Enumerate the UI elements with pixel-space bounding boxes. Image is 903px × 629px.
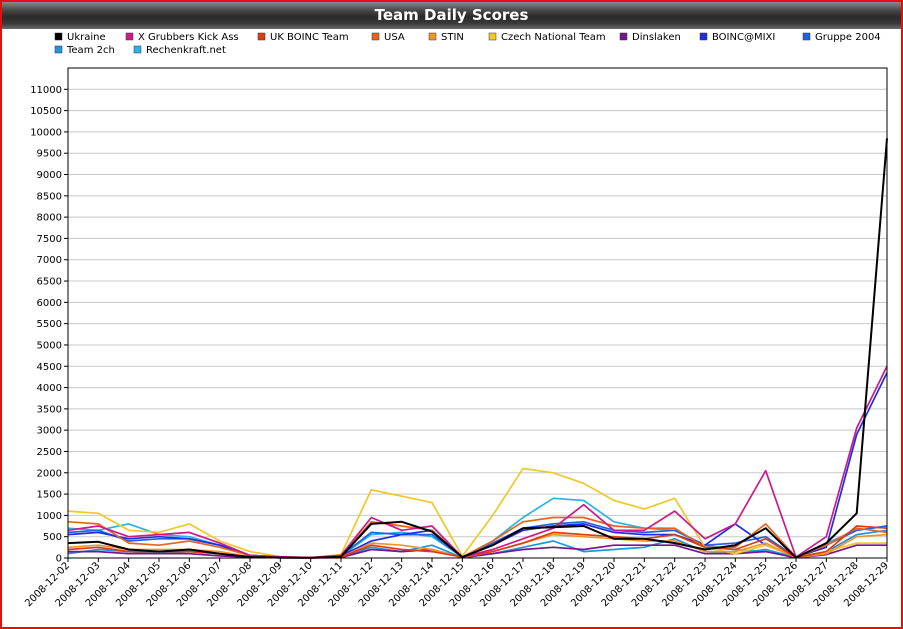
legend-item: USA bbox=[371, 32, 405, 43]
y-tick-label: 0 bbox=[56, 554, 62, 565]
y-tick-label: 4000 bbox=[37, 383, 62, 394]
legend-label: Ukraine bbox=[67, 32, 106, 43]
y-tick-label: 1000 bbox=[37, 511, 62, 522]
legend-swatch bbox=[54, 45, 63, 54]
y-tick-label: 9000 bbox=[37, 170, 62, 181]
legend-swatch bbox=[699, 32, 708, 41]
legend-swatch bbox=[488, 32, 497, 41]
y-tick-label: 6500 bbox=[37, 277, 62, 288]
legend-swatch bbox=[257, 32, 266, 41]
legend-label: USA bbox=[384, 32, 405, 43]
legend-swatch bbox=[802, 32, 811, 41]
y-tick-label: 5500 bbox=[37, 319, 62, 330]
y-tick-label: 8500 bbox=[37, 191, 62, 202]
legend-label: Czech National Team bbox=[501, 32, 606, 43]
series-line bbox=[67, 365, 888, 559]
legend-item: Dinslaken bbox=[619, 32, 681, 43]
series-lines bbox=[67, 138, 888, 559]
legend-item: UK BOINC Team bbox=[257, 32, 349, 43]
legend-item: BOINC@MIXI bbox=[699, 32, 775, 43]
legend-item: X Grubbers Kick Ass bbox=[125, 32, 239, 43]
legend-label: UK BOINC Team bbox=[270, 32, 349, 43]
y-tick-label: 7000 bbox=[37, 255, 62, 266]
legend-item: Rechenkraft.net bbox=[133, 45, 226, 56]
x-axis-ticks: 2008-12-022008-12-032008-12-042008-12-05… bbox=[23, 558, 891, 609]
y-tick-label: 6000 bbox=[37, 298, 62, 309]
legend-label: X Grubbers Kick Ass bbox=[138, 32, 239, 43]
legend-label: STIN bbox=[441, 32, 464, 43]
legend-swatch bbox=[371, 32, 380, 41]
legend-swatch bbox=[125, 32, 134, 41]
plot-area bbox=[67, 67, 888, 559]
y-tick-label: 1500 bbox=[37, 490, 62, 501]
chart-title: Team Daily Scores bbox=[2, 2, 901, 29]
legend-item: Team 2ch bbox=[54, 45, 115, 56]
y-tick-label: 8000 bbox=[37, 213, 62, 224]
y-tick-label: 2000 bbox=[37, 468, 62, 479]
y-tick-label: 7500 bbox=[37, 234, 62, 245]
legend-item: STIN bbox=[428, 32, 464, 43]
legend-label: Gruppe 2004 bbox=[815, 32, 881, 43]
series-line bbox=[67, 525, 888, 559]
y-tick-label: 10500 bbox=[30, 106, 62, 117]
y-tick-label: 500 bbox=[43, 532, 62, 543]
legend-swatch bbox=[54, 32, 63, 41]
series-line bbox=[68, 544, 887, 559]
y-axis-ticks: 0 500 1000 1500 2000 2500 3000 3500 4000 4500 5000… bbox=[30, 85, 68, 565]
legend-swatch bbox=[428, 32, 437, 41]
legend-label: Dinslaken bbox=[632, 32, 681, 43]
legend-item: Czech National Team bbox=[488, 32, 606, 43]
y-tick-label: 9500 bbox=[37, 149, 62, 160]
y-tick-label: 10000 bbox=[30, 127, 62, 138]
legend-swatch bbox=[133, 45, 142, 54]
series-line bbox=[67, 138, 888, 559]
legend-item: Ukraine bbox=[54, 32, 106, 43]
series-line bbox=[67, 467, 887, 559]
legend-label: Team 2ch bbox=[66, 45, 115, 56]
y-tick-label: 5000 bbox=[37, 340, 62, 351]
y-tick-label: 11000 bbox=[30, 85, 62, 96]
y-tick-label: 3000 bbox=[37, 426, 62, 437]
legend-item: Gruppe 2004 bbox=[802, 32, 881, 43]
y-tick-label: 4500 bbox=[37, 362, 62, 373]
legend-label: Rechenkraft.net bbox=[146, 45, 226, 56]
legend: Ukraine X Grubbers Kick Ass UK BOINC Team U… bbox=[54, 32, 881, 56]
y-tick-label: 2500 bbox=[37, 447, 62, 458]
gridlines bbox=[68, 88, 887, 538]
y-tick-label: 3500 bbox=[37, 404, 62, 415]
legend-swatch bbox=[619, 32, 628, 41]
legend-label: BOINC@MIXI bbox=[712, 32, 775, 43]
